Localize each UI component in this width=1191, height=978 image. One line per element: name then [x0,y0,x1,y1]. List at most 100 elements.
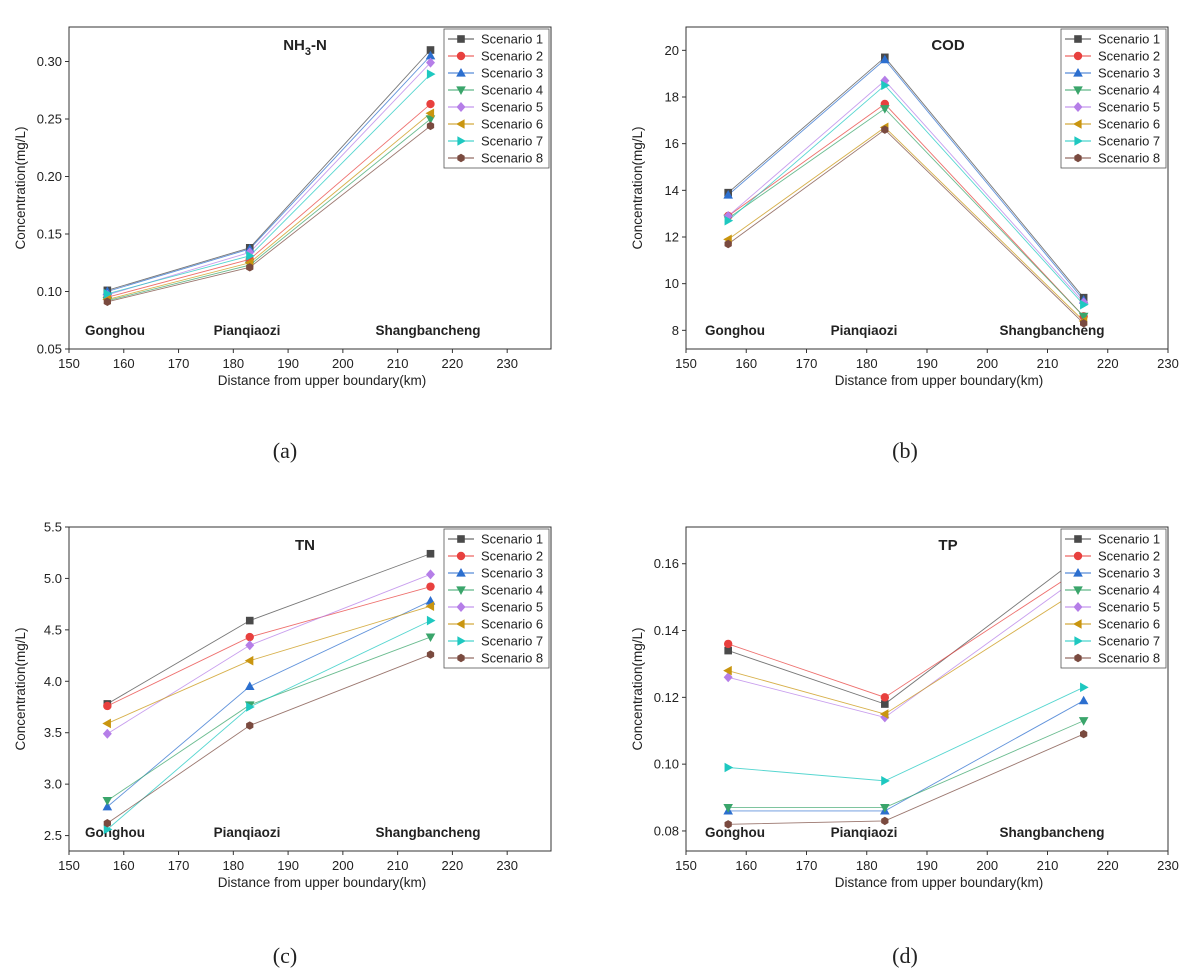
legend-marker-scenario-7 [457,636,466,646]
data-point-scenario-7 [1080,299,1089,310]
data-point-scenario-8 [881,816,889,826]
legend-marker-scenario-7 [1074,136,1083,146]
x-tick-label: 150 [675,858,697,873]
series-line-scenario-4 [728,720,1084,809]
data-point-scenario-5 [245,640,255,651]
legend-marker-scenario-8 [1074,153,1082,163]
chart-title: COD [931,37,965,54]
x-tick-label: 170 [168,858,190,873]
y-tick-label: 10 [665,276,679,291]
series-line-scenario-6 [728,586,1084,715]
x-tick-label: 160 [113,356,135,371]
series-line-scenario-6 [727,126,1084,322]
legend-label: Scenario 5 [1098,100,1160,115]
data-point-scenario-5 [426,569,435,580]
chart-panel-3: 150 160 170 180 190 200 210 220 230 2.5 3.0 3.5 4.0 4… [13,520,552,968]
data-point-scenario-2 [880,693,890,702]
station-label: Shangbancheng [999,323,1104,338]
y-axis-label: Concentration(mg/L) [630,126,645,249]
data-point-scenario-6 [723,665,732,676]
y-axis-label: Concentration(mg/L) [13,126,28,249]
data-point-scenario-3 [425,50,436,60]
data-point-scenario-1 [881,700,889,708]
legend-label: Scenario 7 [1098,134,1160,149]
chart-title-main: TP [938,537,957,554]
data-point-scenario-8 [246,263,254,272]
legend-label: Scenario 6 [1098,617,1160,632]
station-label: Pianqiaozi [214,825,281,840]
y-tick-label: 20 [665,43,679,58]
data-point-scenario-6 [425,601,435,611]
legend-marker-scenario-1 [457,35,465,43]
x-tick-label: 200 [332,858,354,873]
data-point-scenario-7 [246,702,255,712]
legend-marker-scenario-2 [1073,551,1083,561]
x-tick-label: 150 [58,356,80,371]
data-point-scenario-6 [102,718,111,729]
chart-title-main: NH [283,37,305,54]
legend-marker-scenario-4 [1073,86,1083,95]
legend-label: Scenario 3 [481,66,543,81]
y-tick-label: 0.12 [654,690,679,705]
y-tick-label: 5.5 [44,520,62,535]
data-point-scenario-3 [880,54,890,64]
y-tick-label: 0.16 [654,556,679,571]
series-line-scenario-1 [107,49,431,291]
series-line-scenario-2 [107,103,431,298]
series-line-scenario-7 [107,620,431,830]
x-axis-label: Distance from upper boundary(km) [218,875,427,890]
figure-caption: (d) [892,943,918,968]
legend-marker-scenario-5 [1073,102,1083,112]
chart-panel-1: 150 160 170 180 190 200 210 220 230 0.05 0.10 0.15 0… [13,26,552,463]
y-tick-label: 0.10 [37,284,62,299]
y-tick-label: 0.10 [654,757,679,772]
data-point-scenario-7 [103,289,113,299]
series-line-scenario-5 [107,62,431,296]
x-tick-label: 200 [332,356,354,371]
legend-label: Scenario 4 [481,83,543,98]
legend-marker-scenario-8 [457,153,465,163]
data-point-scenario-8 [724,820,732,829]
data-point-scenario-2 [426,582,435,591]
data-point-scenario-4 [425,115,436,124]
station-label: Pianqiaozi [831,323,898,338]
data-point-scenario-7 [246,251,255,261]
data-point-scenario-6 [244,655,254,666]
series-line-scenario-2 [728,566,1084,698]
data-point-scenario-4 [880,803,890,813]
x-tick-label: 230 [1157,858,1179,873]
series-line-scenario-8 [107,654,431,824]
data-point-scenario-7 [724,215,734,226]
figure-caption: (b) [892,438,918,463]
station-label: Gonghou [85,825,145,840]
x-axis-label: Distance from upper boundary(km) [835,875,1044,890]
data-point-scenario-1 [426,549,435,558]
x-tick-label: 160 [113,858,135,873]
series-line-scenario-1 [107,553,431,705]
data-point-scenario-5 [723,672,733,683]
legend-label: Scenario 8 [481,651,543,666]
legend-label: Scenario 5 [481,600,543,615]
data-point-scenario-4 [723,803,733,813]
x-tick-label: 170 [796,356,818,371]
series-line-scenario-2 [107,586,431,707]
chart-title-main: TN [295,537,315,554]
legend-marker-scenario-8 [1074,653,1082,663]
data-point-scenario-5 [102,728,112,739]
y-tick-label: 0.20 [37,169,62,184]
data-point-scenario-3 [244,681,255,691]
legend-marker-scenario-4 [1073,586,1083,595]
data-point-scenario-5 [426,57,435,68]
legend-marker-scenario-1 [1074,35,1082,43]
legend-box [1060,528,1167,669]
legend-marker-scenario-3 [456,568,466,577]
x-tick-label: 160 [735,356,757,371]
x-tick-label: 210 [387,858,409,873]
station-label: Shangbancheng [375,825,480,840]
data-point-scenario-2 [245,632,254,642]
x-tick-label: 150 [675,356,697,371]
series-line-scenario-3 [107,55,431,292]
y-tick-label: 8 [672,323,679,338]
x-tick-label: 160 [735,858,757,873]
legend-label: Scenario 3 [481,566,543,581]
